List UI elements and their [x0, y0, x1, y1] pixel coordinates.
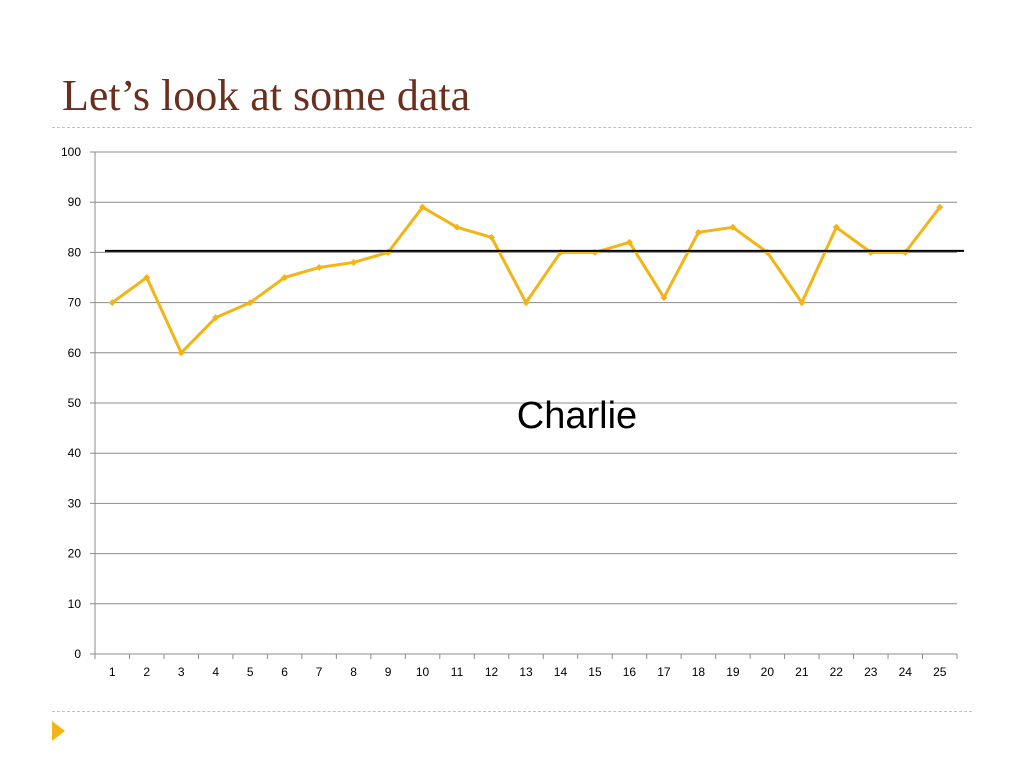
y-tick-label: 80 — [68, 245, 82, 259]
play-triangle-icon — [52, 721, 65, 741]
top-divider — [52, 127, 972, 128]
x-tick-labels: 1 2 3 4 5 6 7 8 9 10 11 12 13 14 15 16 17 18 19 20 21 22 23 24 2… — [109, 665, 947, 679]
data-point — [350, 258, 358, 266]
x-tick-label: 24 — [899, 665, 913, 679]
axes — [90, 151, 958, 659]
x-tick-label: 8 — [350, 665, 357, 679]
data-point — [212, 314, 220, 322]
y-tick-label: 60 — [68, 346, 82, 360]
x-tick-label: 12 — [485, 665, 499, 679]
x-tick-label: 20 — [761, 665, 775, 679]
data-point — [729, 223, 737, 231]
slide-title: Let’s look at some data — [62, 71, 471, 120]
data-point — [625, 238, 633, 246]
y-tick-label: 90 — [68, 195, 82, 209]
data-point — [246, 299, 254, 307]
x-tick-label: 11 — [451, 665, 464, 679]
x-tick-label: 15 — [588, 665, 602, 679]
y-tick-label: 100 — [61, 145, 81, 159]
x-tick-label: 17 — [657, 665, 671, 679]
data-point — [177, 349, 185, 357]
data-point — [832, 223, 840, 231]
x-tick-label: 6 — [281, 665, 288, 679]
x-tick-label: 21 — [795, 665, 809, 679]
data-point — [419, 203, 427, 211]
y-tick-label: 40 — [68, 446, 82, 460]
y-tick-labels: 0 10 20 30 40 50 60 70 80 90 100 — [61, 145, 81, 661]
x-tick-label: 4 — [212, 665, 219, 679]
data-point — [143, 274, 151, 281]
x-tick-label: 9 — [385, 665, 392, 679]
gridlines — [95, 151, 957, 605]
data-point — [798, 299, 806, 307]
data-point — [315, 263, 323, 271]
data-point — [453, 223, 461, 231]
data-point — [108, 299, 116, 307]
data-point — [694, 228, 702, 236]
x-tick-label: 16 — [623, 665, 637, 679]
y-tick-label: 30 — [68, 496, 82, 510]
x-tick-label: 23 — [864, 665, 878, 679]
x-tick-label: 5 — [247, 665, 254, 679]
y-tick-label: 50 — [68, 396, 82, 410]
series-group — [108, 203, 944, 357]
data-point — [936, 203, 944, 211]
y-tick-label: 0 — [74, 647, 81, 661]
data-point — [522, 299, 530, 307]
bottom-divider — [52, 711, 972, 712]
x-tick-label: 10 — [416, 665, 430, 679]
x-tick-label: 2 — [143, 665, 150, 679]
x-tick-label: 22 — [830, 665, 844, 679]
x-tick-label: 18 — [692, 665, 706, 679]
x-tick-label: 25 — [933, 665, 947, 679]
data-point — [488, 233, 496, 241]
y-tick-label: 10 — [68, 597, 82, 611]
y-tick-label: 20 — [68, 547, 82, 561]
chart-annotation: Charlie — [517, 395, 637, 437]
data-point — [281, 274, 289, 281]
x-tick-label: 14 — [554, 665, 568, 679]
x-tick-label: 7 — [316, 665, 323, 679]
series-line — [110, 205, 942, 355]
x-tick-label: 1 — [109, 665, 116, 679]
x-tick-label: 13 — [519, 665, 533, 679]
y-tick-label: 70 — [68, 296, 82, 310]
x-tick-label: 3 — [178, 665, 185, 679]
data-point — [660, 294, 668, 302]
x-tick-label: 19 — [726, 665, 740, 679]
